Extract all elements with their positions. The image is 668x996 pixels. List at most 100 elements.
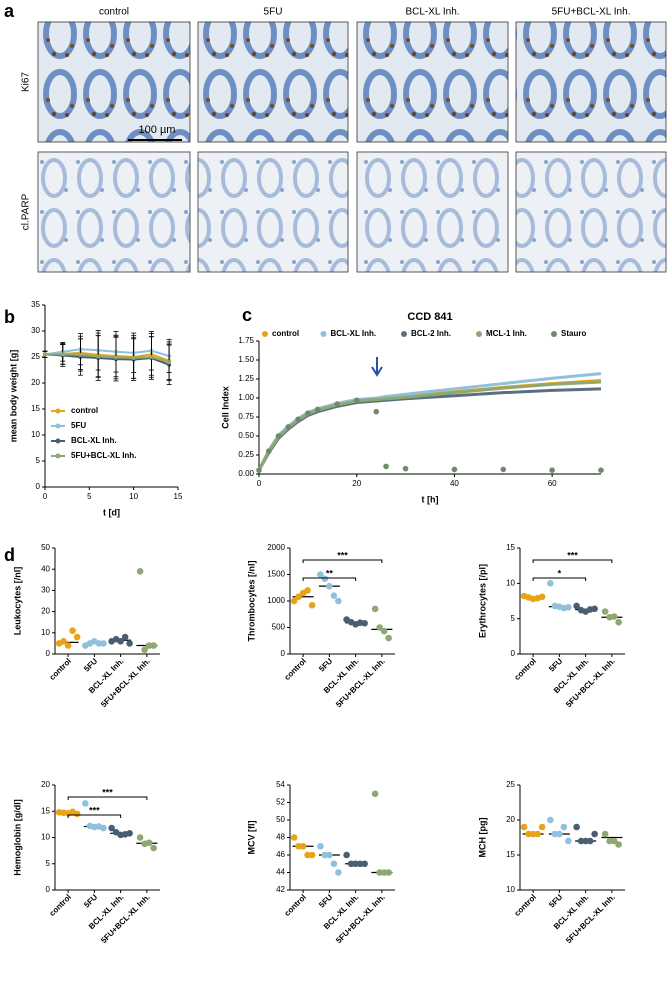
data-point [334, 401, 340, 407]
data-point [295, 416, 301, 423]
data-point [256, 467, 262, 474]
y-tick-label: 1.00 [238, 393, 254, 402]
line-marker [78, 352, 83, 357]
data-point [100, 824, 107, 832]
y-tick-label: 0.00 [238, 469, 254, 478]
data-point [547, 580, 554, 587]
y-tick-label: 0.50 [238, 431, 254, 440]
x-tick-label: 0 [257, 479, 262, 488]
significance-bracket [532, 559, 613, 563]
data-point [150, 642, 157, 649]
x-tick-label: 10 [129, 492, 138, 501]
legend-label: 5FU+BCL-XL Inh. [71, 451, 136, 460]
y-tick-label: 10 [506, 885, 515, 894]
series-line [257, 372, 602, 471]
y-axis-label: MCV [fl] [246, 821, 256, 855]
y-tick-label: 15 [31, 404, 40, 413]
x-tick-label: 5FU+BCL-XL Inh. [334, 657, 387, 710]
y-tick-label: 10 [31, 430, 40, 439]
y-tick-label: 0 [36, 482, 41, 491]
data-point [308, 601, 316, 609]
data-point [565, 604, 572, 611]
y-tick-label: 15 [506, 850, 515, 859]
data-point [64, 642, 72, 649]
y-tick-label: 500 [272, 623, 286, 632]
data-point [343, 851, 350, 859]
line-marker [167, 360, 172, 365]
y-tick-label: 30 [41, 586, 50, 595]
data-point [330, 592, 338, 599]
legend-label: BCL-2 Inh. [411, 329, 451, 338]
x-tick-label: 5FU [82, 656, 99, 673]
y-tick-label: 15 [41, 806, 50, 815]
legend-marker [262, 331, 268, 337]
y-tick-label: 15 [506, 543, 515, 552]
x-tick-label: 15 [174, 492, 183, 501]
data-point [126, 830, 133, 837]
data-point [451, 466, 458, 473]
x-axis-label: t [d] [103, 507, 120, 517]
x-axis-label: t [h] [422, 494, 439, 504]
y-tick-label: 10 [41, 628, 50, 637]
data-point [385, 869, 392, 876]
data-point [586, 837, 594, 845]
line-marker [60, 352, 65, 357]
micrograph [515, 151, 667, 273]
data-point [326, 851, 333, 859]
significance-bracket [532, 577, 587, 581]
legend-label: Stauro [561, 329, 586, 338]
x-tick-label: 5FU [317, 892, 334, 909]
data-point [304, 587, 311, 594]
data-point [601, 830, 609, 838]
data-point [121, 633, 129, 641]
legend-marker [320, 331, 327, 337]
y-tick-label: 20 [31, 378, 40, 387]
y-tick-label: 1.50 [238, 355, 254, 364]
significance-label: *** [89, 805, 100, 815]
y-axis-label: Leukocytes [/nl] [12, 567, 22, 636]
data-point [317, 571, 324, 578]
data-point [376, 624, 383, 631]
y-tick-label: 0 [281, 649, 286, 658]
y-tick-label: 50 [41, 543, 50, 552]
data-point [565, 837, 572, 845]
data-point [573, 823, 580, 831]
y-tick-label: 0 [46, 885, 51, 894]
micrograph [515, 21, 667, 143]
data-point [100, 640, 107, 647]
significance-bracket [67, 814, 122, 818]
data-point [305, 410, 311, 417]
y-tick-label: 20 [506, 815, 515, 824]
row-label: cl.PARP [21, 193, 32, 230]
micrograph [37, 151, 191, 273]
x-tick-label: 5FU+BCL-XL Inh. [334, 893, 387, 946]
x-tick-label: control [512, 657, 538, 683]
y-tick-label: 50 [276, 815, 285, 824]
line-marker [96, 354, 101, 359]
y-tick-label: 1.25 [238, 374, 254, 383]
data-point [126, 640, 133, 647]
data-point [601, 608, 609, 615]
legend-marker [55, 423, 61, 429]
y-tick-label: 48 [276, 833, 285, 842]
legend-marker [476, 331, 482, 337]
data-point [610, 837, 618, 845]
line-marker [131, 356, 136, 361]
data-point [321, 575, 329, 583]
data-point [314, 406, 321, 413]
data-point [549, 467, 555, 474]
data-point [330, 860, 338, 868]
data-point [73, 633, 81, 641]
y-tick-label: 1500 [267, 570, 285, 579]
data-point [591, 605, 598, 613]
scale-bar-label: 100 µm [139, 124, 176, 136]
data-point [610, 613, 618, 620]
micrograph [197, 151, 349, 273]
line-marker [149, 355, 154, 359]
y-tick-label: 30 [31, 326, 40, 335]
y-tick-label: 2000 [267, 543, 285, 552]
legend-label: MCL-1 Inh. [486, 329, 527, 338]
data-point [299, 842, 307, 850]
y-axis-label: mean body weight [g] [8, 350, 18, 443]
